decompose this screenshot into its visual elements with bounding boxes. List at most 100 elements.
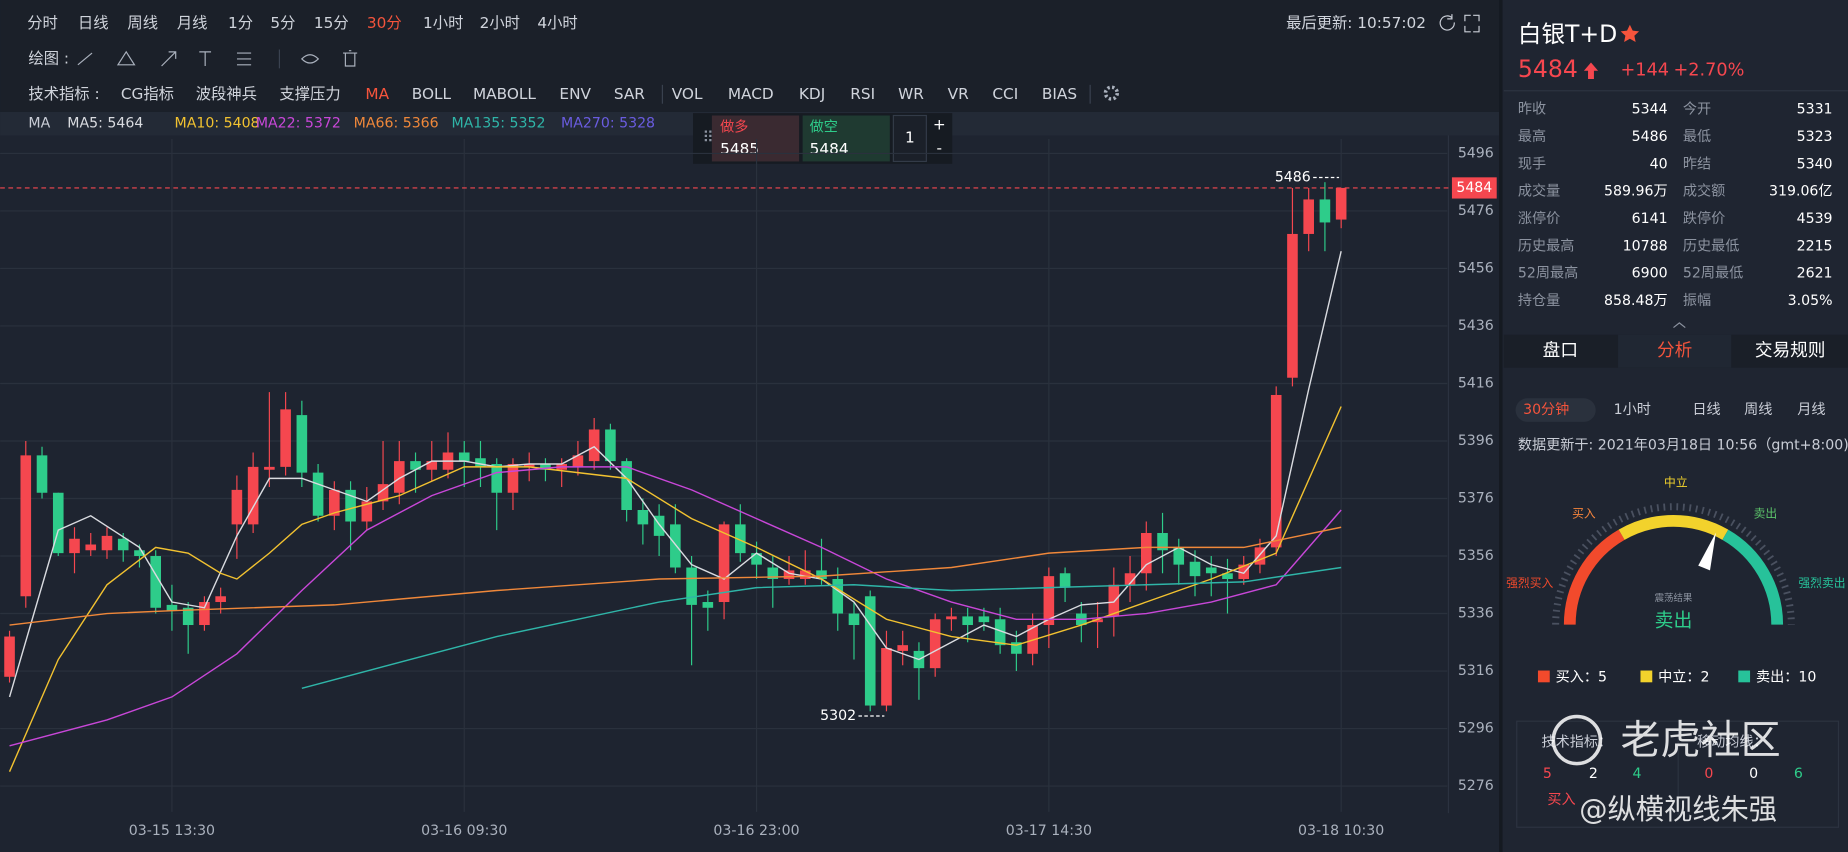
gauge-sell-arc <box>1722 529 1784 625</box>
indicator-tab[interactable]: CG指标 <box>121 85 174 103</box>
favorite-star[interactable] <box>1620 24 1640 42</box>
candle-body <box>1092 619 1103 623</box>
candle-body <box>978 616 990 623</box>
analysis-period[interactable]: 1小时 <box>1614 402 1651 418</box>
indicator-tab[interactable]: BOLL <box>412 85 452 103</box>
candle-body <box>1303 199 1314 234</box>
y-tick-label: 5476 <box>1458 203 1494 219</box>
tool-fib[interactable] <box>236 52 252 66</box>
indicator-tab[interactable]: BIAS <box>1042 85 1077 103</box>
stat-label: 振幅 <box>1683 293 1711 309</box>
candle-body <box>994 619 1006 646</box>
analysis-period[interactable]: 月线 <box>1797 402 1825 418</box>
y-tick-label: 5316 <box>1458 663 1494 679</box>
stat-value: 2215 <box>1797 238 1833 254</box>
x-tick-label: 03-18 10:30 <box>1298 823 1384 839</box>
x-tick-label: 03-16 09:30 <box>421 823 507 839</box>
tool-arrow[interactable] <box>161 51 177 67</box>
period-tab[interactable]: 1分 <box>228 14 253 32</box>
panel-tab[interactable]: 分析 <box>1657 340 1692 361</box>
candle-body <box>735 524 746 554</box>
indicator-label: 技术指标 : <box>28 85 99 103</box>
refresh-icon[interactable] <box>1439 14 1455 31</box>
period-tab[interactable]: 日线 <box>78 14 109 32</box>
candle-body <box>1287 233 1298 378</box>
count-label: 买入：5 <box>1556 670 1607 686</box>
ma-label: MA <box>28 116 50 132</box>
y-tick-label: 5496 <box>1458 145 1494 161</box>
indicator-tab[interactable]: MA <box>365 85 389 103</box>
analysis-period[interactable]: 30分钟 <box>1523 401 1569 418</box>
indicator-tab[interactable]: MACD <box>728 85 774 103</box>
count-label: 中立：2 <box>1658 670 1709 686</box>
stat-value: 2621 <box>1797 266 1833 282</box>
indicator-tab[interactable]: SAR <box>614 85 645 103</box>
indicator-tab[interactable]: 波段神兵 <box>196 85 257 103</box>
period-tab[interactable]: 4小时 <box>537 14 577 32</box>
fullscreen-icon[interactable] <box>1464 14 1480 33</box>
drag-handle[interactable]: ⠿ <box>702 128 713 146</box>
analysis-period[interactable]: 日线 <box>1692 402 1720 418</box>
candle-body <box>897 645 909 651</box>
stat-label: 昨收 <box>1518 102 1546 118</box>
indicator-tab[interactable]: ENV <box>559 85 591 103</box>
panel-tab[interactable]: 交易规则 <box>1755 340 1826 361</box>
indicator-tab[interactable]: KDJ <box>799 85 825 103</box>
period-tab[interactable]: 周线 <box>127 14 158 32</box>
candle-body <box>1319 199 1331 223</box>
indicator-tab[interactable]: WR <box>898 85 924 103</box>
stat-value: 858.48万 <box>1604 293 1668 309</box>
gauge-label: 强烈买入 <box>1506 576 1553 590</box>
candle-body <box>864 596 876 706</box>
indicator-tab[interactable]: CCI <box>992 85 1018 103</box>
legend-entry: MA5: 5464 <box>67 116 143 132</box>
candle-body <box>588 429 600 462</box>
y-tick-label: 5436 <box>1458 318 1494 334</box>
collapse-icon[interactable] <box>1673 322 1686 329</box>
tool-text[interactable] <box>199 51 212 66</box>
indicator-tab[interactable]: 支撑压力 <box>279 85 340 103</box>
candle-body <box>458 452 470 462</box>
period-tab[interactable]: 分时 <box>27 14 58 32</box>
tool-line[interactable] <box>77 52 93 66</box>
tool-eye[interactable] <box>300 54 320 64</box>
candle-body <box>653 515 665 536</box>
tool-triangle[interactable] <box>116 50 136 66</box>
trade-widget: ⠿ 做多 5485 做空 5484 1 + - <box>693 113 953 164</box>
analysis-period[interactable]: 周线 <box>1744 402 1772 418</box>
qty-plus[interactable]: + <box>933 115 946 133</box>
last-price-tag <box>1451 177 1497 199</box>
candle-body <box>69 538 80 554</box>
side-panel-bg <box>1502 0 1848 852</box>
period-tab[interactable]: 30分 <box>367 14 402 32</box>
qty-minus[interactable]: - <box>937 139 943 157</box>
period-tab[interactable]: 5分 <box>270 14 295 32</box>
stat-value: 5344 <box>1632 102 1668 118</box>
tool-delete[interactable] <box>343 50 358 67</box>
y-tick-label: 5336 <box>1458 606 1494 622</box>
legend-entry: MA10: 5408 <box>175 116 260 132</box>
update-time: 数据更新于: 2021年03月18日 10:56（gmt+8:00) <box>1518 437 1848 453</box>
period-tab[interactable]: 1小时 <box>423 14 463 32</box>
period-tab[interactable]: 15分 <box>314 14 349 32</box>
candle-body <box>1254 547 1266 565</box>
period-tab[interactable]: 月线 <box>177 14 208 32</box>
panel-tab[interactable]: 盘口 <box>1543 340 1578 361</box>
stat-value: 4539 <box>1797 211 1833 227</box>
candle-body <box>85 544 97 551</box>
candle-body <box>345 489 356 522</box>
indicator-tab[interactable]: VR <box>948 85 969 103</box>
indicator-tab[interactable]: RSI <box>850 85 875 103</box>
settings-icon[interactable] <box>1103 85 1120 101</box>
high-label: 5486 <box>1275 169 1311 185</box>
indicator-tab[interactable]: MABOLL <box>473 85 536 103</box>
x-tick-label: 03-16 23:00 <box>713 823 799 839</box>
candle-body <box>816 570 827 580</box>
last-update: 最后更新: 10:57:02 <box>1286 14 1426 32</box>
period-tab[interactable]: 2小时 <box>480 14 520 32</box>
candle-body <box>1124 573 1136 585</box>
indicator-tab[interactable]: VOL <box>672 85 703 103</box>
draw-tools[interactable] <box>77 50 358 67</box>
gauge-label: 中立 <box>1664 476 1688 490</box>
